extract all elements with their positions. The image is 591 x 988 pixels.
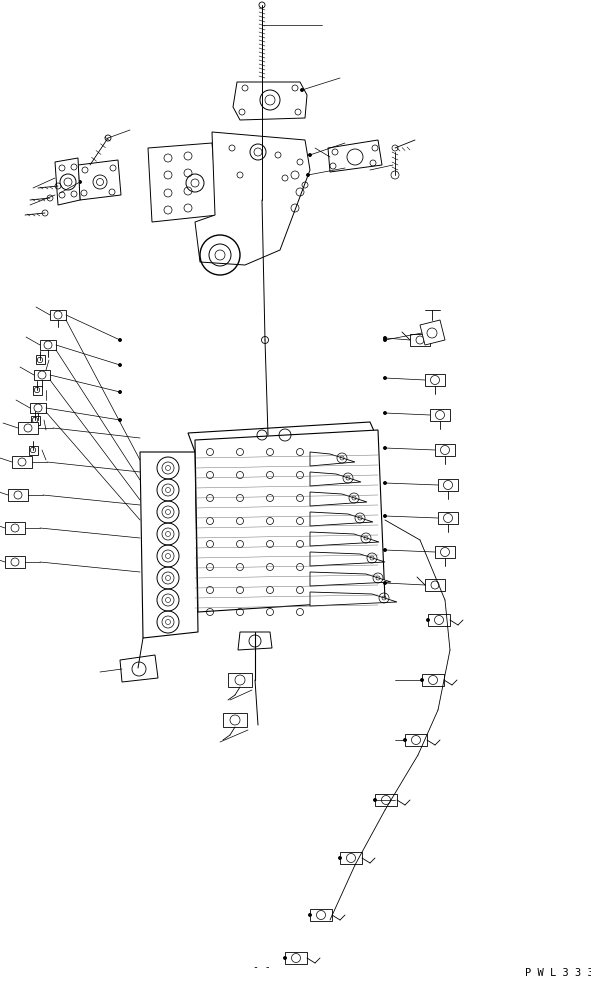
Polygon shape — [340, 852, 362, 864]
Polygon shape — [405, 734, 427, 746]
Circle shape — [384, 339, 387, 342]
Circle shape — [119, 339, 122, 342]
Polygon shape — [228, 673, 252, 687]
Circle shape — [427, 618, 430, 621]
Polygon shape — [310, 452, 355, 466]
Polygon shape — [233, 82, 307, 120]
Polygon shape — [310, 572, 391, 586]
Polygon shape — [310, 592, 397, 606]
Polygon shape — [285, 952, 307, 964]
Polygon shape — [5, 522, 25, 534]
Polygon shape — [40, 340, 56, 350]
Circle shape — [384, 376, 387, 379]
Polygon shape — [223, 713, 247, 727]
Circle shape — [119, 390, 122, 393]
Polygon shape — [425, 374, 445, 386]
Polygon shape — [375, 794, 397, 806]
Circle shape — [79, 181, 82, 184]
Text: P W L 3 3 3 6: P W L 3 3 3 6 — [525, 968, 591, 978]
Circle shape — [300, 89, 304, 92]
Circle shape — [339, 857, 342, 860]
Polygon shape — [34, 370, 50, 380]
Polygon shape — [435, 444, 455, 456]
Circle shape — [384, 411, 387, 415]
Circle shape — [384, 447, 387, 450]
Circle shape — [384, 481, 387, 484]
Circle shape — [374, 798, 376, 801]
Polygon shape — [310, 552, 385, 566]
Polygon shape — [148, 143, 218, 222]
Circle shape — [307, 174, 310, 177]
Polygon shape — [438, 512, 458, 524]
Polygon shape — [310, 492, 367, 506]
Circle shape — [309, 153, 311, 156]
Polygon shape — [195, 430, 385, 612]
Circle shape — [404, 738, 407, 742]
Circle shape — [119, 364, 122, 367]
Polygon shape — [188, 422, 378, 452]
Polygon shape — [430, 409, 450, 421]
Polygon shape — [30, 403, 46, 413]
Circle shape — [119, 419, 122, 422]
Circle shape — [384, 337, 387, 340]
Polygon shape — [78, 160, 121, 200]
Circle shape — [421, 679, 424, 682]
Circle shape — [309, 914, 311, 917]
Polygon shape — [55, 158, 80, 205]
Polygon shape — [5, 556, 25, 568]
Polygon shape — [425, 579, 445, 591]
Polygon shape — [435, 546, 455, 558]
Polygon shape — [238, 632, 272, 650]
Polygon shape — [310, 532, 379, 546]
Polygon shape — [12, 456, 32, 468]
Polygon shape — [310, 472, 361, 486]
Polygon shape — [410, 334, 430, 346]
Polygon shape — [310, 512, 373, 526]
Polygon shape — [120, 655, 158, 682]
Circle shape — [284, 956, 287, 959]
Text: - -: - - — [253, 962, 271, 972]
Circle shape — [384, 515, 387, 518]
Polygon shape — [422, 674, 444, 686]
Polygon shape — [8, 489, 28, 501]
Polygon shape — [195, 132, 310, 265]
Polygon shape — [50, 310, 66, 320]
Polygon shape — [18, 422, 38, 434]
Polygon shape — [310, 909, 332, 921]
Polygon shape — [438, 479, 458, 491]
Polygon shape — [140, 452, 198, 638]
Polygon shape — [420, 320, 445, 345]
Circle shape — [384, 548, 387, 551]
Polygon shape — [428, 614, 450, 626]
Polygon shape — [328, 140, 382, 172]
Circle shape — [384, 582, 387, 585]
